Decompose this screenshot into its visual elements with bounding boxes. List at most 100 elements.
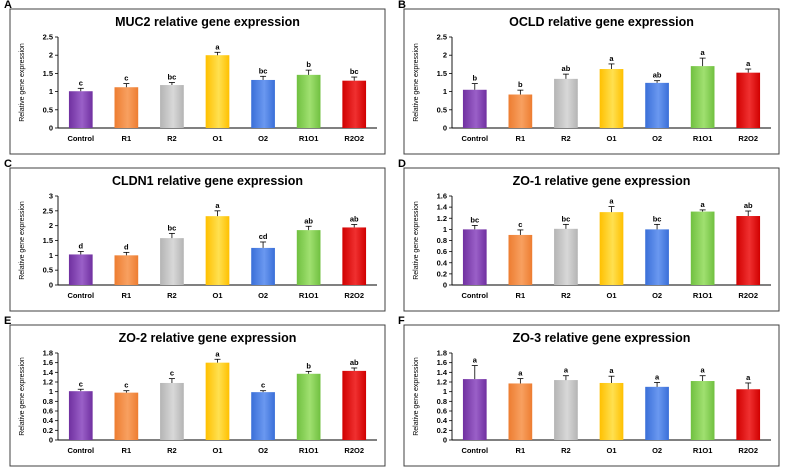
- bar: [554, 228, 578, 285]
- significance-label: a: [746, 373, 751, 382]
- chart-title: ZO-3 relative gene expression: [513, 331, 691, 345]
- bar: [68, 254, 93, 285]
- x-tick-label: R1: [122, 134, 132, 143]
- y-tick-label: 1.2: [43, 378, 53, 387]
- significance-label: a: [609, 54, 614, 63]
- x-tick-label: O2: [652, 446, 662, 455]
- y-tick-label: 0.2: [437, 426, 447, 435]
- bar: [690, 66, 715, 128]
- x-tick-label: O1: [212, 291, 222, 300]
- y-tick-label: 0.4: [43, 416, 54, 425]
- bar: [462, 379, 487, 440]
- panel-frame: [9, 324, 386, 467]
- y-tick-label: 1.2: [437, 378, 447, 387]
- x-tick-label: R1: [516, 291, 526, 300]
- x-tick-label: R2: [167, 446, 177, 455]
- significance-label: cd: [259, 232, 268, 241]
- y-tick-label: 1.5: [43, 236, 53, 245]
- bar: [296, 373, 321, 440]
- chart-title: ZO-1 relative gene expression: [513, 174, 691, 188]
- chart-panel-e: E ZO-2 relative gene expression Relative g…: [4, 315, 386, 467]
- significance-label: c: [261, 381, 265, 390]
- significance-label: a: [701, 200, 706, 209]
- significance-label: a: [701, 366, 706, 375]
- y-tick-label: 0.2: [43, 426, 53, 435]
- chart-panel-d: D ZO-1 relative gene expression Relative g…: [398, 158, 780, 312]
- panel-frame: [403, 167, 780, 312]
- x-tick-label: R2O2: [344, 446, 364, 455]
- bar: [342, 227, 367, 285]
- y-tick-label: 1: [49, 87, 53, 96]
- significance-label: a: [215, 201, 220, 210]
- x-tick-label: R1: [122, 446, 132, 455]
- significance-label: a: [701, 48, 706, 57]
- bar: [114, 392, 139, 440]
- y-tick-label: 1.4: [43, 368, 54, 377]
- bar: [508, 383, 533, 440]
- y-tick-label: 0.2: [437, 269, 447, 278]
- x-tick-label: R1O1: [299, 446, 319, 455]
- bar: [296, 74, 321, 128]
- chart-panel-c: C CLDN1 relative gene expression Relative …: [4, 158, 386, 312]
- x-tick-label: O2: [652, 134, 662, 143]
- panel-label: C: [4, 158, 12, 170]
- x-tick-label: Control: [67, 446, 94, 455]
- x-tick-label: R2: [561, 134, 571, 143]
- y-tick-label: 0.6: [437, 407, 447, 416]
- x-tick-label: O1: [212, 134, 222, 143]
- x-tick-label: O2: [258, 291, 268, 300]
- significance-label: bc: [168, 223, 177, 232]
- significance-label: a: [518, 369, 523, 378]
- x-tick-label: O1: [212, 446, 222, 455]
- y-tick-label: 0.4: [437, 416, 448, 425]
- y-tick-label: 0.6: [437, 247, 447, 256]
- x-tick-label: R2O2: [738, 134, 758, 143]
- y-tick-label: 0.4: [437, 258, 448, 267]
- y-tick-label: 2: [443, 51, 447, 60]
- chart-panel-a: A MUC2 relative gene expression Relative g…: [4, 0, 386, 155]
- panel-label: F: [398, 315, 405, 327]
- y-tick-label: 1.2: [437, 214, 447, 223]
- bar: [645, 82, 669, 128]
- y-tick-label: 0.8: [437, 397, 447, 406]
- bar: [342, 370, 367, 440]
- y-tick-label: 2.5: [437, 33, 447, 42]
- y-tick-label: 0: [443, 124, 447, 133]
- bar: [342, 80, 367, 128]
- panel-label: E: [4, 315, 11, 327]
- y-tick-label: 0.5: [43, 266, 53, 275]
- significance-label: d: [78, 241, 83, 250]
- x-tick-label: R2O2: [738, 291, 758, 300]
- y-tick-label: 0.5: [43, 105, 53, 114]
- chart-title: ZO-2 relative gene expression: [119, 331, 297, 345]
- significance-label: b: [518, 80, 523, 89]
- y-tick-label: 0: [443, 436, 447, 445]
- bar: [68, 391, 93, 440]
- bar: [599, 382, 624, 440]
- y-axis-label: Relative gene expression: [19, 43, 26, 122]
- bar: [68, 91, 93, 128]
- significance-label: a: [215, 349, 220, 358]
- y-tick-label: 3: [49, 192, 53, 201]
- y-tick-label: 2.5: [43, 33, 53, 42]
- bar: [554, 380, 578, 440]
- bar: [296, 230, 321, 285]
- significance-label: c: [79, 379, 83, 388]
- y-tick-label: 0: [49, 124, 53, 133]
- bar: [114, 255, 139, 285]
- significance-label: a: [746, 59, 751, 68]
- y-tick-label: 1: [443, 225, 447, 234]
- x-tick-label: R2: [561, 291, 571, 300]
- significance-label: a: [655, 372, 660, 381]
- y-tick-label: 1.6: [43, 358, 53, 367]
- bar: [205, 362, 230, 440]
- y-tick-label: 0: [49, 436, 53, 445]
- x-tick-label: Control: [461, 291, 488, 300]
- y-tick-label: 1: [49, 387, 53, 396]
- bar: [205, 55, 230, 129]
- y-axis-label: Relative gene expression: [413, 43, 420, 122]
- bar: [690, 211, 715, 285]
- bar: [251, 392, 275, 440]
- y-tick-label: 1.6: [437, 192, 447, 201]
